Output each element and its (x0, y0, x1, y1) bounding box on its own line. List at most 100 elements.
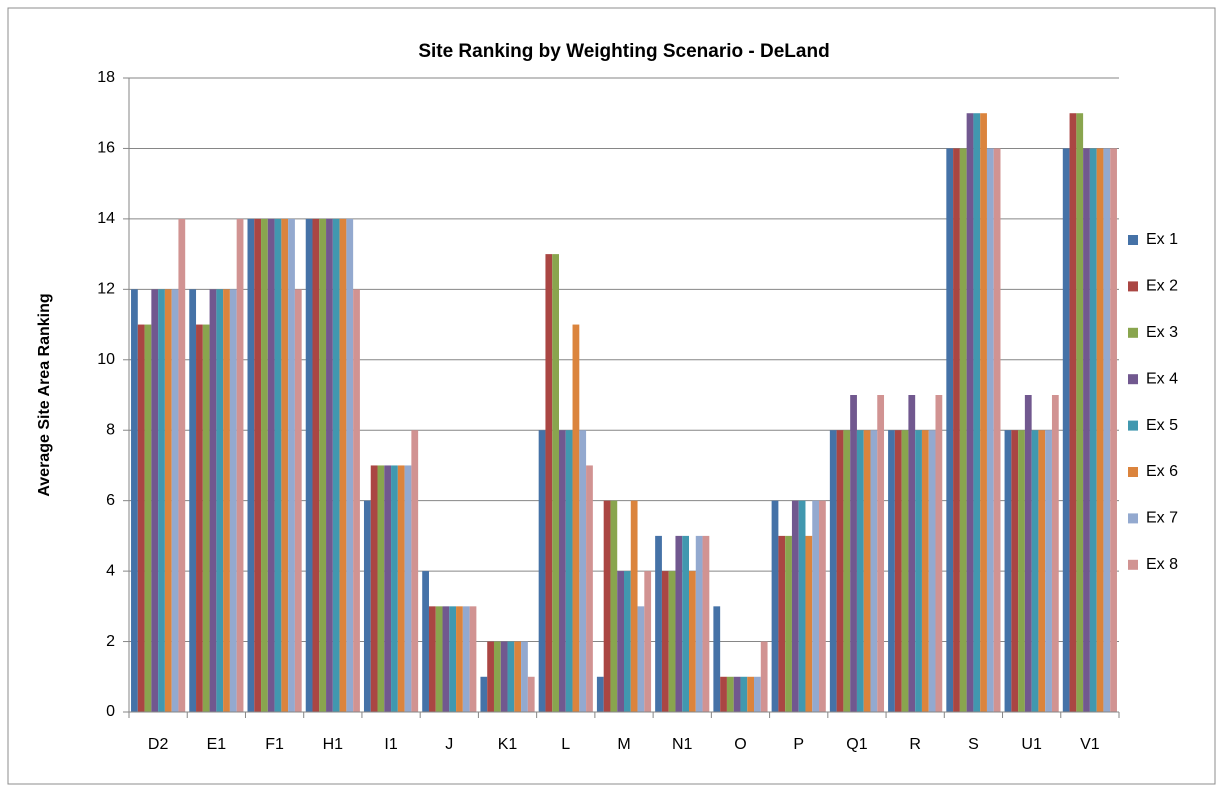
bar (1069, 113, 1077, 712)
bar (514, 641, 522, 712)
bar (877, 395, 885, 712)
legend-label: Ex 1 (1146, 231, 1178, 248)
bar (261, 218, 268, 712)
legend-swatch (1128, 235, 1138, 245)
bar (966, 113, 974, 712)
bar (610, 500, 618, 712)
y-tick-label: 6 (106, 492, 115, 509)
bar (346, 218, 354, 712)
bar (921, 430, 929, 712)
bar (404, 465, 412, 712)
legend-label: Ex 7 (1146, 510, 1178, 527)
bar (411, 430, 419, 712)
y-tick-label: 18 (97, 69, 115, 86)
bar (397, 465, 405, 712)
bar (856, 430, 864, 712)
bar (267, 218, 275, 712)
bar (805, 535, 813, 712)
bar (785, 535, 792, 712)
x-tick-label: V1 (1080, 736, 1100, 753)
bar (935, 395, 943, 712)
bar (959, 148, 967, 712)
bar (713, 606, 721, 712)
bar (720, 676, 727, 712)
bar (1062, 148, 1070, 712)
bar (829, 430, 837, 712)
bar (391, 465, 398, 712)
bar (993, 148, 1001, 712)
x-tick-label: Q1 (846, 736, 867, 753)
bar (507, 641, 515, 712)
bar (326, 218, 333, 712)
legend-swatch (1128, 327, 1138, 338)
bar (661, 571, 669, 712)
bar (462, 606, 470, 712)
legend-swatch (1128, 420, 1138, 431)
bar (247, 218, 255, 712)
bar (196, 324, 203, 712)
x-tick-label: P (793, 736, 804, 753)
bar (747, 676, 755, 712)
bar (953, 148, 960, 712)
y-tick-label: 12 (97, 281, 115, 298)
bar (229, 289, 237, 712)
y-tick-label: 8 (106, 421, 115, 438)
bar (171, 289, 179, 712)
bar (281, 218, 289, 712)
bar (843, 430, 851, 712)
x-tick-label: O (734, 736, 746, 753)
bar (624, 571, 631, 712)
bar (603, 500, 611, 712)
bar (209, 289, 217, 712)
bar (778, 535, 786, 712)
bar (131, 289, 138, 712)
bar (675, 535, 683, 712)
bar (888, 430, 895, 712)
bar (682, 535, 690, 712)
bar (870, 430, 878, 712)
x-tick-label: I1 (384, 736, 397, 753)
bar (151, 289, 159, 712)
y-tick-label: 10 (97, 351, 115, 368)
legend-label: Ex 3 (1146, 324, 1178, 341)
legend-label: Ex 6 (1146, 463, 1178, 480)
bar (740, 676, 748, 712)
bar (422, 571, 429, 712)
x-tick-label: M (617, 736, 630, 753)
bar (771, 500, 779, 712)
y-tick-label: 2 (106, 633, 115, 650)
bar (500, 641, 508, 712)
bar (586, 465, 593, 712)
x-tick-label: U1 (1021, 736, 1042, 753)
x-tick-label: R (909, 736, 921, 753)
bar (178, 218, 186, 712)
bar (158, 289, 165, 712)
bar (1110, 148, 1117, 712)
bar (305, 218, 313, 712)
bar (1051, 395, 1059, 712)
bar (565, 430, 573, 712)
x-tick-label: F1 (265, 736, 284, 753)
bar (487, 641, 494, 712)
bar (689, 571, 696, 712)
x-tick-label: K1 (498, 736, 518, 753)
bar (538, 430, 546, 712)
bar (836, 430, 844, 712)
bar (384, 465, 392, 712)
bar (527, 676, 535, 712)
bar (312, 218, 320, 712)
bar (850, 395, 857, 712)
y-tick-label: 16 (97, 140, 115, 157)
bar (370, 465, 378, 712)
x-tick-label: J (445, 736, 453, 753)
bar (644, 571, 652, 712)
bar (894, 430, 902, 712)
bar (1018, 430, 1025, 712)
bar (579, 430, 587, 712)
bar (928, 430, 936, 712)
bar (986, 148, 994, 712)
bar (812, 500, 820, 712)
bar (1024, 395, 1032, 712)
bar (617, 571, 624, 712)
